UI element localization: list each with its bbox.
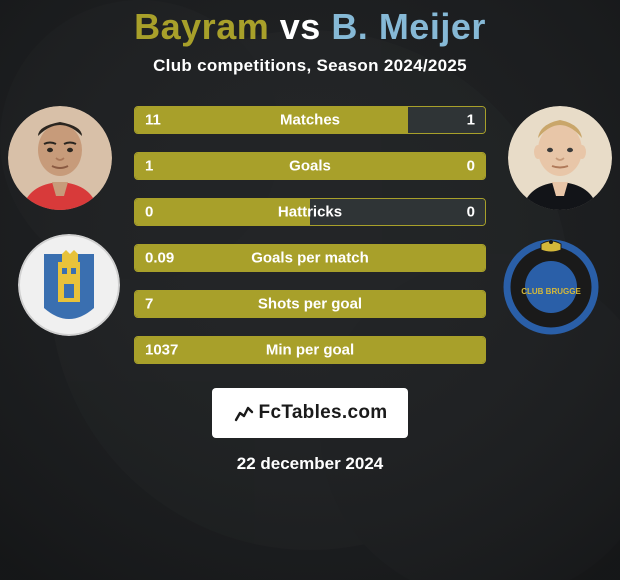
stat-value-left: 7 bbox=[145, 296, 153, 313]
stat-row: Goals per match 0.09 bbox=[134, 244, 486, 272]
branding-text: FcTables.com bbox=[259, 402, 388, 424]
stat-row: Goals 1 0 bbox=[134, 152, 486, 180]
title-player1: Bayram bbox=[134, 6, 269, 47]
stat-label: Matches bbox=[280, 112, 340, 129]
branding-badge: FcTables.com bbox=[212, 388, 408, 438]
stat-label: Goals per match bbox=[251, 250, 369, 267]
player1-club-badge bbox=[18, 234, 120, 336]
title-vs: vs bbox=[280, 6, 321, 47]
player2-photo bbox=[508, 106, 612, 210]
stat-rows: Matches111Goals10Hattricks00Goals per ma… bbox=[134, 106, 486, 364]
stat-value-left: 1037 bbox=[145, 342, 178, 359]
stats-area: CLUB BRUGGE Matches111Goals10Hattricks00… bbox=[0, 106, 620, 364]
subtitle: Club competitions, Season 2024/2025 bbox=[153, 56, 467, 76]
branding-logo-icon bbox=[233, 402, 255, 424]
stat-value-right: 0 bbox=[467, 204, 475, 221]
stat-label: Shots per goal bbox=[258, 296, 362, 313]
page-title: Bayram vs B. Meijer bbox=[134, 6, 486, 48]
title-player2: B. Meijer bbox=[331, 6, 486, 47]
player2-club-badge: CLUB BRUGGE bbox=[500, 234, 602, 336]
stat-value-left: 0 bbox=[145, 204, 153, 221]
date: 22 december 2024 bbox=[237, 454, 384, 474]
stat-bar-left bbox=[135, 107, 408, 133]
stat-row: Hattricks 0 0 bbox=[134, 198, 486, 226]
stat-label: Hattricks bbox=[278, 204, 342, 221]
stat-value-left: 11 bbox=[145, 112, 161, 129]
stat-value-right: 1 bbox=[467, 112, 475, 129]
stat-value-right: 0 bbox=[467, 158, 475, 175]
stat-label: Goals bbox=[289, 158, 331, 175]
stat-row: Matches111 bbox=[134, 106, 486, 134]
stat-row: Min per goal 1037 bbox=[134, 336, 486, 364]
stat-value-left: 0.09 bbox=[145, 250, 174, 267]
stat-row: Shots per goal 7 bbox=[134, 290, 486, 318]
stat-label: Min per goal bbox=[266, 342, 354, 359]
svg-text:CLUB BRUGGE: CLUB BRUGGE bbox=[521, 287, 581, 296]
player1-photo bbox=[8, 106, 112, 210]
stat-value-left: 1 bbox=[145, 158, 153, 175]
